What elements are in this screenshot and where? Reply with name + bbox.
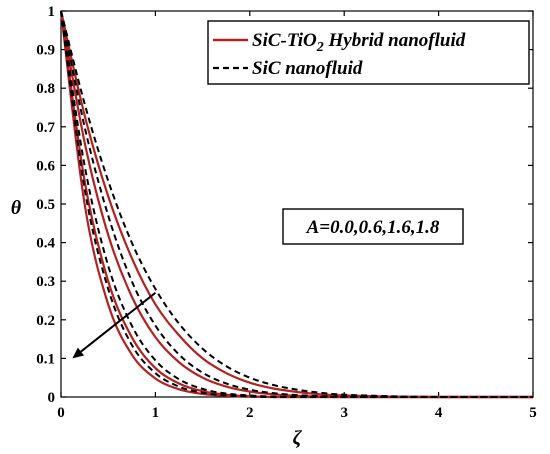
y-tick-label: 0.3 [36,274,55,290]
y-tick-label: 0.9 [36,43,55,59]
x-tick-label: 5 [529,405,537,421]
y-tick-label: 0.8 [36,81,55,97]
y-tick-label: 0.2 [36,313,55,329]
x-tick-label: 4 [435,405,443,421]
y-tick-label: 0 [48,390,56,406]
y-tick-label: 0.4 [36,236,55,252]
y-tick-label: 0.5 [36,197,55,213]
direction-arrow-head [72,347,85,359]
curves-group [59,10,533,399]
x-tick-label: 2 [246,405,254,421]
x-tick-label: 1 [152,405,160,421]
legend-box [207,20,530,85]
y-tick-label: 0.6 [36,158,55,174]
parameter-annotation: A=0.0,0.6,1.6,1.8 [282,208,464,245]
ticks-group: 0 1 2 3 4 5 0 0.1 0.2 0.3 0.4 0.5 0.6 0.7 0.8 0.9 1 [36,4,537,421]
sic-curve-A-0.6 [60,10,533,399]
x-axis-label: ζ [293,427,303,449]
annotation-text: A=0.0,0.6,1.6,1.8 [306,217,440,238]
x-tick-label: 0 [57,405,65,421]
y-tick-label: 0.1 [36,351,55,367]
y-axis-label: θ [11,197,22,219]
sic-curve-A-0.0 [60,10,533,399]
sic-curve-A-1.8 [60,10,533,399]
x-tick-label: 3 [340,405,348,421]
legend: SiC-TiO2 Hybrid nanofluid SiC nanofluid [207,20,530,85]
direction-arrow [80,291,157,353]
y-tick-label: 0.7 [36,120,55,136]
annotation-box [282,208,464,245]
legend-label-hybrid: SiC-TiO2 Hybrid nanofluid [252,30,466,55]
legend-label-sic: SiC nanofluid [252,58,363,79]
y-tick-label: 1 [48,4,56,20]
